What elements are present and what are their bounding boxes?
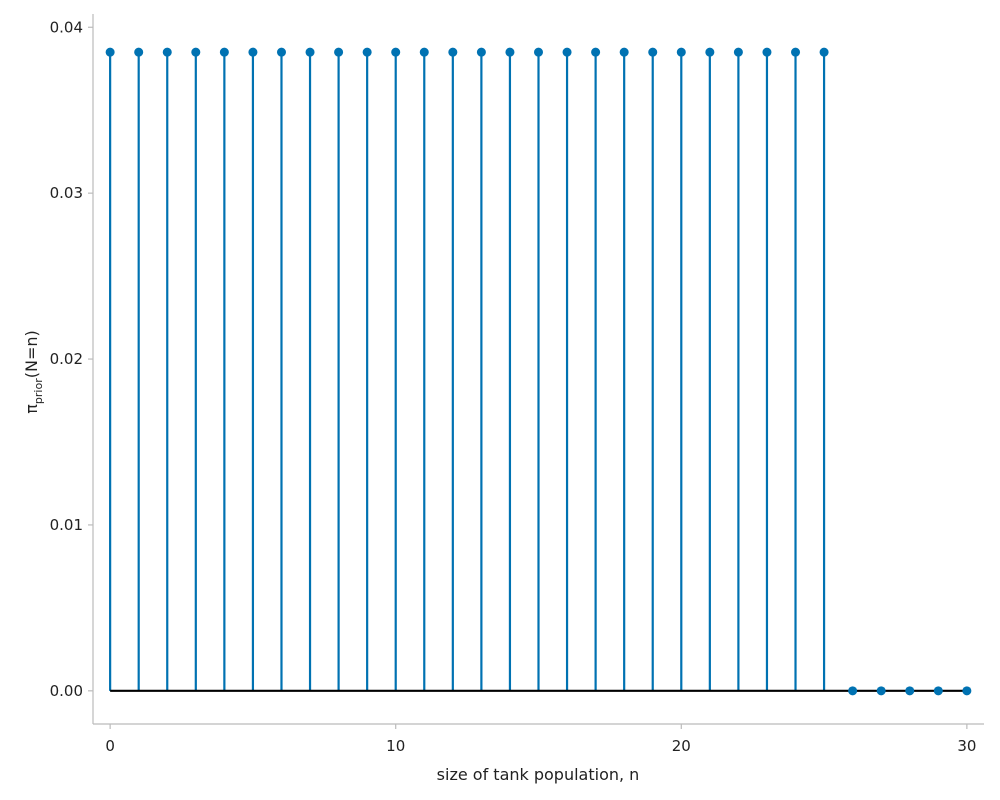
stem-marker [876, 686, 886, 696]
stem-marker [134, 47, 144, 57]
stem-marker [591, 47, 601, 57]
stem-marker [362, 47, 372, 57]
y-axis-title: πprior(N=n) [22, 330, 45, 413]
stem-marker [419, 47, 429, 57]
y-tick-label: 0.03 [50, 184, 83, 202]
x-axis-title: size of tank population, n [437, 765, 640, 784]
y-axis-title-subscript: prior [32, 378, 45, 404]
x-axis: 0 10 20 30 [93, 723, 984, 755]
x-tick-label: 30 [957, 737, 976, 755]
stem-marker [733, 47, 743, 57]
stem-marker [791, 47, 801, 57]
stem-marker [305, 47, 315, 57]
x-tick-label: 10 [386, 737, 405, 755]
y-axis-title-main: π [22, 404, 41, 414]
stem-marker [648, 47, 658, 57]
stem-marker [219, 47, 229, 57]
stem-marker [334, 47, 344, 57]
stem-marker [534, 47, 543, 57]
x-tick-label: 20 [672, 737, 691, 755]
x-tick-label: 0 [105, 737, 115, 755]
stem-marker [762, 47, 772, 57]
stem-marker [705, 47, 715, 57]
stem-marker [276, 47, 286, 57]
stem-marker [105, 47, 115, 57]
stem-marker [448, 47, 458, 57]
stem-marker [191, 47, 201, 57]
y-ticks: 0.00 0.01 0.02 0.03 0.04 [50, 18, 93, 700]
y-axis-title-suffix: (N=n) [22, 330, 41, 378]
stem-marker [676, 47, 686, 57]
stem-marker [562, 47, 572, 57]
stem-marker [162, 47, 172, 57]
stem-marker [476, 47, 486, 57]
y-tick-label: 0.01 [50, 516, 83, 534]
y-tick-label: 0.00 [50, 682, 83, 700]
stem-marker [391, 47, 401, 57]
x-ticks: 0 10 20 30 [105, 724, 976, 755]
stem-marker [819, 47, 829, 57]
y-axis: 0.00 0.01 0.02 0.03 0.04 [50, 14, 94, 724]
stem-marker [933, 686, 943, 696]
stem-marker [905, 686, 915, 696]
stem-marker [505, 47, 515, 57]
markers [105, 47, 972, 696]
stem-marker [962, 686, 972, 696]
stem-marker [619, 47, 629, 57]
stem-marker [848, 686, 858, 696]
y-tick-label: 0.02 [50, 350, 83, 368]
stems [109, 52, 826, 691]
y-tick-label: 0.04 [50, 18, 83, 36]
stem-marker [248, 47, 258, 57]
